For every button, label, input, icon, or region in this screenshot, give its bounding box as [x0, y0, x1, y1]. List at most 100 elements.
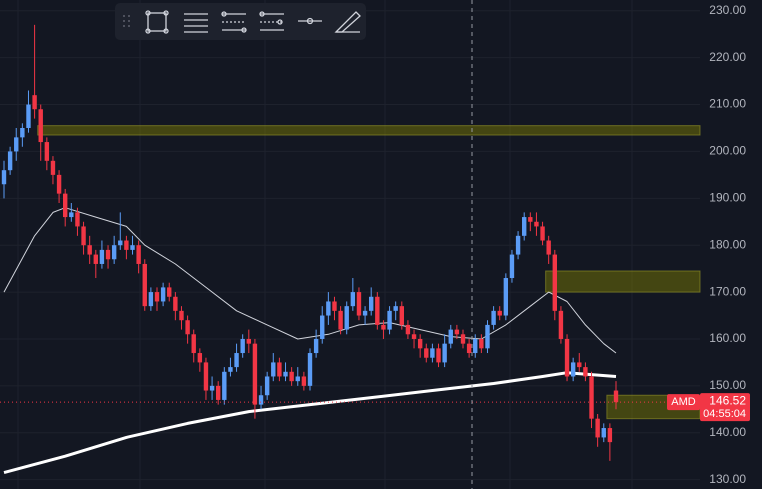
candle-body — [160, 287, 166, 302]
drag-handle — [123, 15, 130, 27]
brush-tool[interactable] — [334, 11, 361, 33]
candle-body — [1, 170, 7, 185]
candle-body — [558, 310, 564, 339]
candle-body — [234, 353, 239, 368]
zone — [37, 125, 701, 136]
candle-body — [209, 385, 215, 391]
candle-body — [295, 376, 300, 382]
candle-body — [589, 376, 594, 419]
candle-body — [320, 315, 325, 339]
candle-body — [167, 287, 172, 297]
candle-body — [546, 240, 551, 255]
price-axis: 130.00 140.00 150.00 160.00 170.00 180.00 190.… — [709, 3, 746, 486]
candle-body — [515, 235, 521, 255]
candle-body — [356, 292, 362, 316]
candle-body — [430, 348, 435, 358]
candle-body — [479, 338, 484, 349]
candle-body — [570, 362, 576, 377]
candle-body — [63, 193, 68, 218]
candle-body — [301, 376, 307, 386]
candle-body — [69, 212, 74, 218]
candle-body — [148, 292, 154, 307]
candle-body — [466, 343, 472, 354]
candle-body — [497, 310, 502, 316]
candle-body — [111, 245, 117, 260]
y-tick-label: 160.00 — [709, 331, 746, 345]
y-tick-label: 170.00 — [709, 284, 746, 298]
candle-body — [271, 362, 276, 377]
ticker-label: AMD — [671, 396, 696, 408]
candle-body — [142, 263, 147, 307]
candle-body — [509, 254, 515, 279]
horizontal-ray-tool[interactable] — [298, 17, 322, 25]
candle-body — [191, 334, 196, 354]
candle-body — [607, 428, 613, 443]
candle-body — [454, 329, 460, 335]
candle-body — [56, 174, 62, 194]
drawing-toolbar — [115, 3, 366, 40]
moving-average — [3, 207, 617, 354]
rectangle-tool[interactable] — [145, 10, 169, 34]
moving-average — [3, 371, 617, 475]
candle-body — [185, 320, 190, 335]
y-tick-label: 180.00 — [709, 237, 746, 251]
candle-body — [7, 151, 13, 171]
candle-body — [179, 310, 184, 321]
candle-body — [20, 127, 25, 138]
candle-body — [473, 338, 478, 354]
candle-body — [75, 212, 80, 227]
candle-body — [411, 334, 417, 339]
candle-body — [577, 362, 582, 368]
lines-tool[interactable] — [184, 13, 208, 33]
candle-body — [613, 390, 619, 403]
candle-body — [44, 142, 50, 161]
candle-body — [26, 104, 31, 128]
candle-body — [203, 362, 209, 391]
candle-body — [552, 254, 557, 311]
y-tick-label: 130.00 — [709, 472, 746, 486]
candle-body — [124, 240, 129, 250]
candle-body — [307, 353, 313, 386]
candle-body — [240, 338, 245, 354]
candle-body — [32, 95, 37, 110]
candle-body — [350, 292, 356, 307]
candle-body — [264, 376, 270, 396]
horizontal-grid — [0, 10, 700, 481]
candle-body — [258, 395, 264, 405]
candle-body — [38, 109, 43, 143]
candle-body — [289, 371, 294, 382]
y-tick-label: 220.00 — [709, 50, 746, 64]
candle-body — [14, 137, 19, 152]
candle-body — [105, 249, 111, 260]
fib-tool[interactable] — [221, 11, 247, 33]
toolbar-bg — [115, 3, 366, 40]
candle-body — [369, 296, 374, 311]
y-tick-label: 200.00 — [709, 144, 746, 158]
channel-tool[interactable] — [259, 11, 284, 31]
candle-body — [375, 296, 380, 325]
candle-body — [381, 324, 386, 330]
candle-body — [424, 348, 429, 358]
candle-body — [540, 226, 545, 241]
candle-body — [173, 296, 178, 311]
candle-body — [216, 385, 221, 400]
countdown-label: 04:55:04 — [703, 408, 746, 420]
candle-body — [283, 371, 288, 377]
candle-body — [399, 306, 404, 325]
candle-body — [442, 343, 447, 363]
candle-body — [344, 306, 349, 330]
candle-body — [491, 310, 496, 325]
candle-body — [522, 217, 527, 236]
candle-body — [118, 240, 123, 246]
candle-body — [601, 428, 606, 438]
candle-body — [338, 310, 343, 330]
y-tick-label: 230.00 — [709, 3, 746, 17]
candles — [0, 24, 700, 461]
y-tick-label: 150.00 — [709, 378, 746, 392]
candle-body — [448, 329, 453, 344]
candle-body — [154, 292, 160, 302]
ticker-box — [667, 394, 700, 411]
candle-body — [87, 245, 92, 255]
